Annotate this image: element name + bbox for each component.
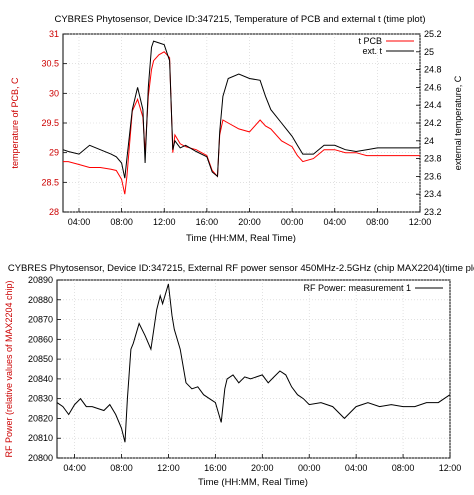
y-tick-label: 28: [49, 207, 59, 217]
y-tick-label: 31: [49, 29, 59, 39]
x-tick-label: 12:00: [409, 217, 432, 227]
y-tick-label: 30: [49, 88, 59, 98]
y-tick-label: 20850: [28, 354, 53, 364]
x-tick-label: 08:00: [110, 463, 133, 473]
chart1-left-axis: 28 28.5 29 29.5 30 30.5 31: [41, 29, 67, 217]
x-tick-label: 16:00: [204, 463, 227, 473]
x-tick-label: 08:00: [110, 217, 133, 227]
x-tick-label: 12:00: [153, 217, 176, 227]
y-tick-label: 20840: [28, 374, 53, 384]
chart2-plot-frame: [56, 279, 451, 459]
chart2-y-axis: 20800 20810 20820 20830 20840 20850 20860 20870…: [28, 275, 61, 463]
chart1-grid: [63, 33, 421, 213]
chart2-x-axis: 04:00 08:00 12:00 16:00 20:00 00:00 04:00 08:00…: [63, 454, 461, 473]
chart2-title: CYBRES Phytosensor, Device ID:347215, Ex…: [8, 263, 474, 274]
y-tick-label: 20860: [28, 334, 53, 344]
x-tick-label: 20:00: [251, 463, 274, 473]
y2-tick-label: 25.2: [424, 29, 442, 39]
x-tick-label: 08:00: [392, 463, 415, 473]
x-tick-label: 04:00: [323, 217, 346, 227]
x-tick-label: 00:00: [298, 463, 321, 473]
y-tick-label: 30.5: [41, 59, 59, 69]
chart-temperature: CYBRES Phytosensor, Device ID:347215, Te…: [10, 14, 463, 244]
series-line-rf-power-measurement-1: [56, 283, 451, 443]
y2-tick-label: 23.6: [424, 171, 442, 181]
x-tick-label: 16:00: [196, 217, 219, 227]
chart2-series: [56, 283, 451, 443]
chart1-xlabel: Time (HH:MM, Real Time): [186, 233, 296, 244]
x-tick-label: 20:00: [238, 217, 261, 227]
chart-rf-power: CYBRES Phytosensor, Device ID:347215, Ex…: [4, 263, 474, 488]
x-tick-label: 04:00: [345, 463, 368, 473]
legend-extt-label: ext. t: [362, 46, 382, 56]
chart1-ylabel-right: external temperature, C: [453, 75, 463, 170]
y2-tick-label: 23.2: [424, 207, 442, 217]
chart1-right-axis: 23.2 23.4 23.6 23.8 24 24.2 24.4 24.6 24.8 25 25.2: [416, 29, 442, 217]
y-tick-label: 28.5: [41, 177, 59, 187]
y-tick-label: 20800: [28, 453, 53, 463]
chart1-title: CYBRES Phytosensor, Device ID:347215, Te…: [54, 14, 425, 25]
y2-tick-label: 24.4: [424, 100, 442, 110]
x-tick-label: 04:00: [68, 217, 91, 227]
series-line-ext-t: [62, 40, 420, 179]
x-tick-label: 00:00: [281, 217, 304, 227]
y2-tick-label: 24.8: [424, 65, 442, 75]
x-tick-label: 12:00: [157, 463, 180, 473]
y-tick-label: 20870: [28, 315, 53, 325]
chart2-legend: RF Power: measurement 1: [303, 283, 443, 293]
chart1-ylabel: temperature of PCB, C: [10, 77, 20, 169]
y-tick-label: 29.5: [41, 118, 59, 128]
chart2-xlabel: Time (HH:MM, Real Time): [198, 477, 308, 488]
chart1-x-axis: 04:00 08:00 12:00 16:00 20:00 00:00 04:00 08:00…: [68, 208, 432, 227]
y2-tick-label: 24.2: [424, 118, 442, 128]
x-tick-label: 08:00: [366, 217, 389, 227]
series-line-t-pcb: [63, 51, 420, 195]
x-tick-label: 04:00: [63, 463, 86, 473]
chart1-series: [62, 40, 420, 195]
chart1-legend: t PCB ext. t: [358, 36, 414, 56]
y-tick-label: 20880: [28, 295, 53, 305]
chart2-grid: [57, 279, 451, 459]
y2-tick-label: 23.4: [424, 189, 442, 199]
y2-tick-label: 25: [424, 47, 434, 57]
chart2-ylabel: RF Power (relative values of MAX2204 chi…: [4, 280, 14, 457]
legend-rf-label: RF Power: measurement 1: [303, 283, 411, 293]
y-tick-label: 20830: [28, 394, 53, 404]
y2-tick-label: 23.8: [424, 154, 442, 164]
y2-tick-label: 24.6: [424, 82, 442, 92]
y-tick-label: 29: [49, 148, 59, 158]
legend-tpcb-label: t PCB: [358, 36, 382, 46]
y-tick-label: 20820: [28, 413, 53, 423]
y2-tick-label: 24: [424, 136, 434, 146]
y-tick-label: 20810: [28, 433, 53, 443]
x-tick-label: 12:00: [439, 463, 462, 473]
y-tick-label: 20890: [28, 275, 53, 285]
